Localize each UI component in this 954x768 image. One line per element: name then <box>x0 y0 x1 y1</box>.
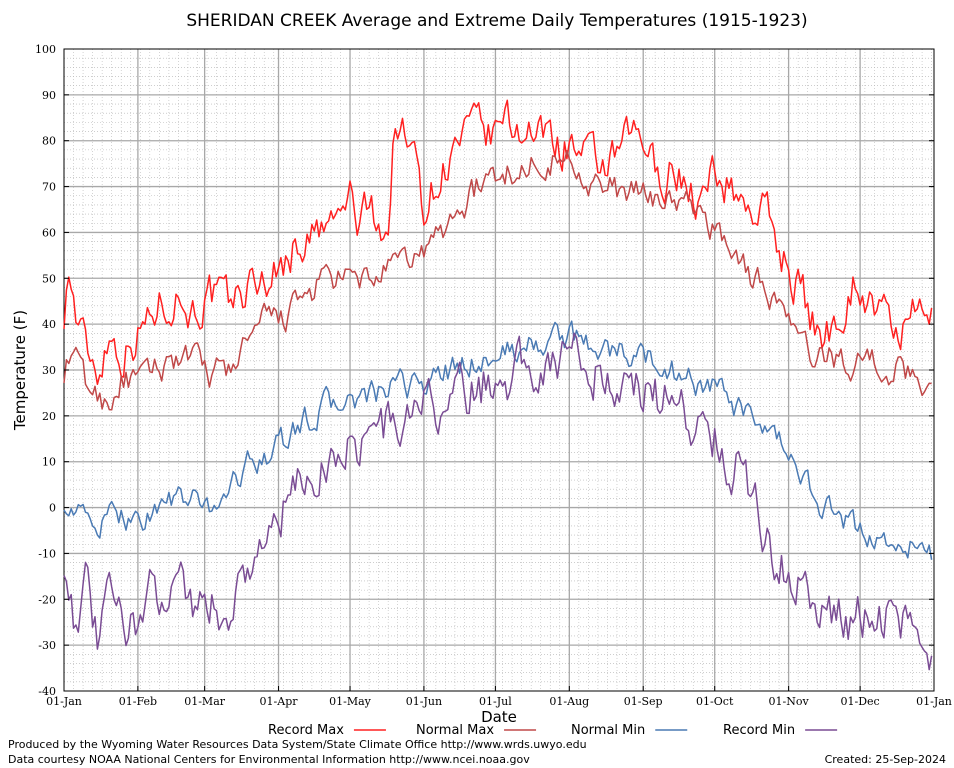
legend-label: Normal Max <box>416 723 494 738</box>
legend-label: Record Max <box>268 723 344 738</box>
x-tick-label: 01-Jan <box>916 695 952 708</box>
x-tick-label: 01-Apr <box>260 695 299 708</box>
y-tick-label: -30 <box>38 639 56 652</box>
footer-data-courtesy: Data courtesy NOAA National Centers for … <box>8 753 530 766</box>
y-tick-label: 90 <box>42 89 56 102</box>
x-tick-label: 01-Dec <box>841 695 880 708</box>
x-tick-label: 01-Mar <box>184 695 226 708</box>
y-tick-label: 30 <box>42 364 56 377</box>
legend-label: Normal Min <box>571 723 645 738</box>
series-line-normal-max <box>63 149 932 411</box>
x-tick-label: 01-Jun <box>406 695 442 708</box>
x-tick-label: 01-Nov <box>769 695 810 708</box>
legend: Record Max Normal Max Normal Min Record Min <box>268 723 838 738</box>
y-tick-label: -10 <box>38 547 56 560</box>
x-tick-label: 01-Oct <box>696 695 734 708</box>
y-tick-label: 20 <box>42 410 56 423</box>
x-tick-label: 01-May <box>329 695 372 708</box>
y-tick-label: 10 <box>42 456 56 469</box>
y-tick-label: 70 <box>42 181 56 194</box>
x-tick-label: 01-Jul <box>479 695 512 708</box>
y-tick-label: 60 <box>42 226 56 239</box>
y-tick-label: 100 <box>35 43 56 56</box>
series-line-record-min <box>63 332 933 671</box>
series-line-normal-min <box>63 320 933 560</box>
y-tick-label: -40 <box>38 685 56 698</box>
x-tick-label: 01-Aug <box>549 695 589 708</box>
x-tick-label: 01-Feb <box>119 695 157 708</box>
footer-produced-by: Produced by the Wyoming Water Resources … <box>8 738 587 751</box>
chart-title: SHERIDAN CREEK Average and Extreme Daily… <box>186 11 807 31</box>
footer-created-date: Created: 25-Sep-2024 <box>825 753 946 766</box>
y-axis-label: Temperature (F) <box>11 310 29 431</box>
x-axis-label: Date <box>481 708 517 726</box>
y-tick-label: 50 <box>42 272 56 285</box>
y-tick-label: 80 <box>42 135 56 148</box>
y-tick-label: -20 <box>38 593 56 606</box>
x-tick-label: 01-Jan <box>46 695 82 708</box>
x-tick-label: 01-Sep <box>624 695 663 708</box>
legend-label: Record Min <box>723 723 795 738</box>
y-tick-label: 40 <box>42 318 56 331</box>
y-tick-label: 0 <box>49 502 56 515</box>
series-line-record-max <box>63 99 933 386</box>
